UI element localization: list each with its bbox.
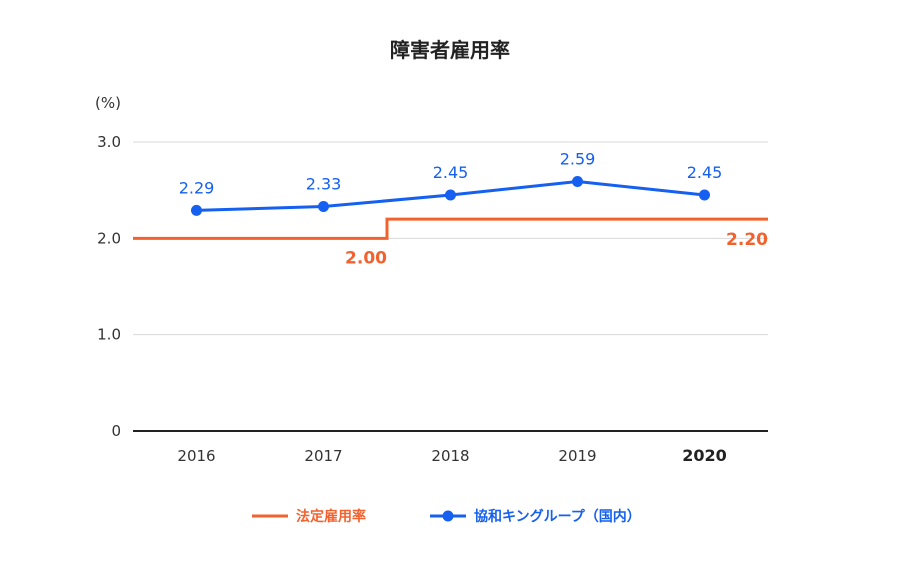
legend-label-company: 協和キングループ（国内）: [474, 508, 641, 525]
y-axis-unit: (%): [95, 94, 121, 112]
x-tick-label: 2017: [304, 447, 342, 465]
grid-lines: [133, 141, 768, 432]
data-label-legal-rate: 2.00: [345, 248, 387, 268]
chart-title: 障害者雇用率: [390, 38, 510, 62]
x-tick-label: 2016: [177, 447, 215, 465]
y-tick-label: 1.0: [97, 326, 121, 344]
data-label-company: 2.45: [433, 163, 469, 182]
y-tick-label: 2.0: [97, 229, 121, 247]
x-axis-ticks: 2016 2017 2018 2019 2020: [177, 446, 726, 465]
data-point-company: [572, 175, 583, 187]
series-line-legal-rate: [133, 217, 768, 240]
data-point-company: [191, 204, 202, 216]
x-tick-label: 2018: [431, 447, 469, 465]
data-point-company: [445, 189, 456, 201]
y-tick-label: 0: [111, 422, 121, 440]
data-labels: 2.00 2.20 2.29 2.33 2.45 2.59 2.45: [179, 149, 768, 268]
legend-label-legal-rate: 法定雇用率: [296, 508, 366, 525]
x-tick-label: 2019: [558, 447, 596, 465]
data-label-company: 2.33: [306, 175, 342, 194]
data-label-company: 2.29: [179, 178, 215, 197]
y-axis-ticks: 0 1.0 2.0 3.0: [97, 133, 121, 440]
data-label-company: 2.45: [687, 163, 723, 182]
legend: 法定雇用率 協和キングループ（国内）: [252, 508, 641, 525]
series-layer: [133, 175, 768, 240]
legend-marker-company: [442, 510, 454, 522]
data-label-legal-rate: 2.20: [726, 230, 768, 250]
data-point-company: [318, 201, 329, 213]
y-tick-label: 3.0: [97, 133, 121, 151]
data-label-company: 2.59: [560, 149, 596, 168]
data-point-company: [699, 189, 710, 201]
x-tick-label: 2020: [682, 446, 727, 465]
